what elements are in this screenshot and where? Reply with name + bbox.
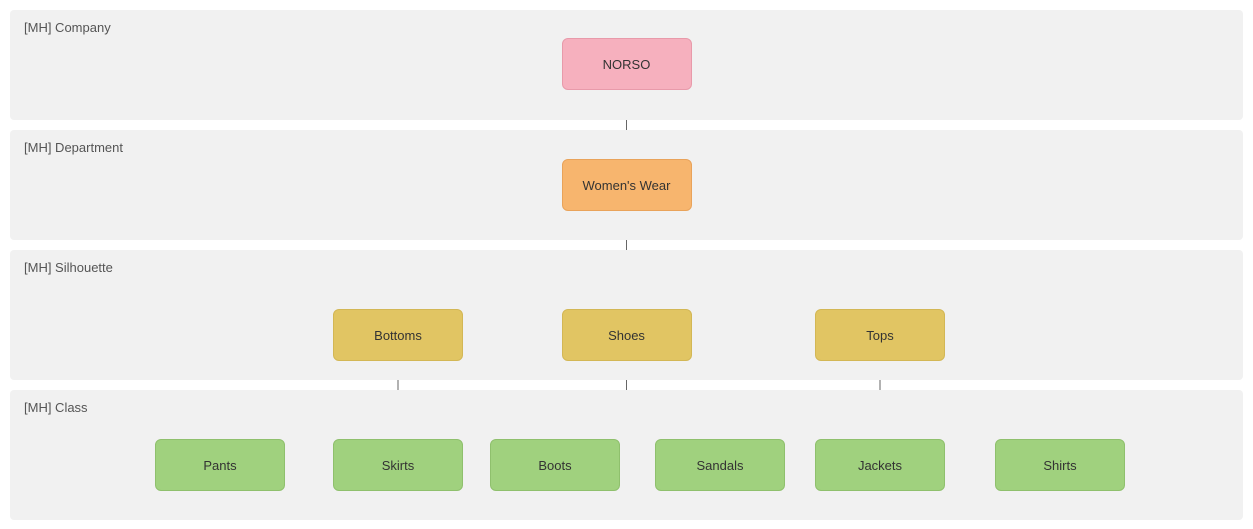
node-norso[interactable]: NORSO — [562, 38, 692, 90]
node-label: Bottoms — [374, 328, 422, 343]
node-shoes[interactable]: Shoes — [562, 309, 692, 361]
node-bottoms[interactable]: Bottoms — [333, 309, 463, 361]
node-tops[interactable]: Tops — [815, 309, 945, 361]
node-shirts[interactable]: Shirts — [995, 439, 1125, 491]
node-womens[interactable]: Women's Wear — [562, 159, 692, 211]
node-label: Women's Wear — [583, 178, 671, 193]
node-label: Skirts — [382, 458, 415, 473]
node-skirts[interactable]: Skirts — [333, 439, 463, 491]
band-label-class: [MH] Class — [24, 400, 88, 415]
node-sandals[interactable]: Sandals — [655, 439, 785, 491]
node-label: Shoes — [608, 328, 645, 343]
node-jackets[interactable]: Jackets — [815, 439, 945, 491]
node-label: Pants — [203, 458, 236, 473]
node-boots[interactable]: Boots — [490, 439, 620, 491]
node-label: Tops — [866, 328, 893, 343]
node-label: NORSO — [603, 57, 651, 72]
node-label: Sandals — [697, 458, 744, 473]
node-label: Jackets — [858, 458, 902, 473]
node-label: Boots — [538, 458, 571, 473]
hierarchy-diagram: [MH] Company [MH] Department [MH] Silhouet… — [0, 0, 1253, 529]
band-label-company: [MH] Company — [24, 20, 111, 35]
band-label-department: [MH] Department — [24, 140, 123, 155]
node-label: Shirts — [1043, 458, 1076, 473]
band-label-silhouette: [MH] Silhouette — [24, 260, 113, 275]
node-pants[interactable]: Pants — [155, 439, 285, 491]
